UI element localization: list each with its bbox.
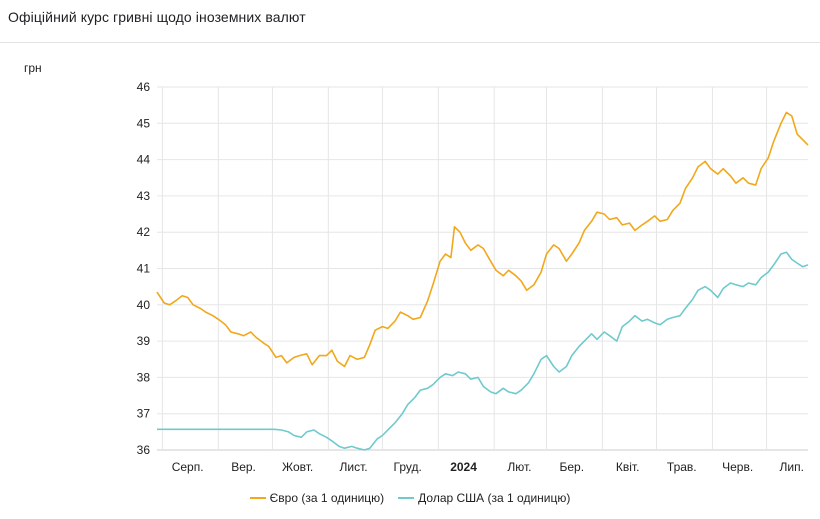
y-axis-unit-label: грн xyxy=(24,61,42,75)
y-tick-label: 46 xyxy=(137,80,151,94)
x-axis-ticks: Серп. Вер. Жовт. Лист. Груд. 2024 Лют. Бер. Квіт… xyxy=(172,460,804,474)
y-tick-label: 40 xyxy=(137,298,151,312)
x-tick-label: Жовт. xyxy=(282,460,313,474)
x-tick-label: 2024 xyxy=(450,460,477,474)
legend-swatch-euro xyxy=(249,497,266,499)
grid-lines xyxy=(157,86,808,451)
legend-label-euro: Євро (за 1 одиницю) xyxy=(269,491,385,505)
y-tick-label: 39 xyxy=(137,334,151,348)
x-tick-label: Лип. xyxy=(780,460,804,474)
y-tick-label: 43 xyxy=(137,189,151,203)
series-lines xyxy=(156,111,809,451)
y-tick-label: 41 xyxy=(137,262,151,276)
y-tick-label: 36 xyxy=(137,443,151,457)
y-axis-ticks: 36 37 38 39 40 41 42 43 44 45 46 xyxy=(137,80,151,457)
chart-legend: Євро (за 1 одиницю) Долар США (за 1 один… xyxy=(0,488,820,508)
legend-item-euro[interactable]: Євро (за 1 одиницю) xyxy=(249,491,385,505)
x-tick-label: Серп. xyxy=(172,460,204,474)
x-tick-label: Трав. xyxy=(667,460,697,474)
title-divider xyxy=(0,42,820,43)
series-line-euro xyxy=(156,111,809,368)
x-tick-label: Квіт. xyxy=(616,460,640,474)
x-tick-label: Лют. xyxy=(507,460,531,474)
legend-item-usd[interactable]: Долар США (за 1 одиницю) xyxy=(398,491,570,505)
x-tick-label: Лист. xyxy=(340,460,368,474)
x-tick-label: Бер. xyxy=(559,460,584,474)
x-tick-label: Черв. xyxy=(722,460,753,474)
x-tick-label: Вер. xyxy=(231,460,256,474)
y-tick-label: 45 xyxy=(137,116,151,130)
page-title: Офіційний курс гривні щодо іноземних вал… xyxy=(8,9,306,25)
legend-label-usd: Долар США (за 1 одиницю) xyxy=(418,491,571,505)
y-tick-label: 44 xyxy=(137,153,151,167)
y-tick-label: 42 xyxy=(137,225,151,239)
series-line-usd xyxy=(157,251,809,451)
x-tick-label: Груд. xyxy=(394,460,422,474)
y-tick-label: 38 xyxy=(137,370,151,384)
legend-swatch-usd xyxy=(398,497,415,499)
y-tick-label: 37 xyxy=(137,407,151,421)
